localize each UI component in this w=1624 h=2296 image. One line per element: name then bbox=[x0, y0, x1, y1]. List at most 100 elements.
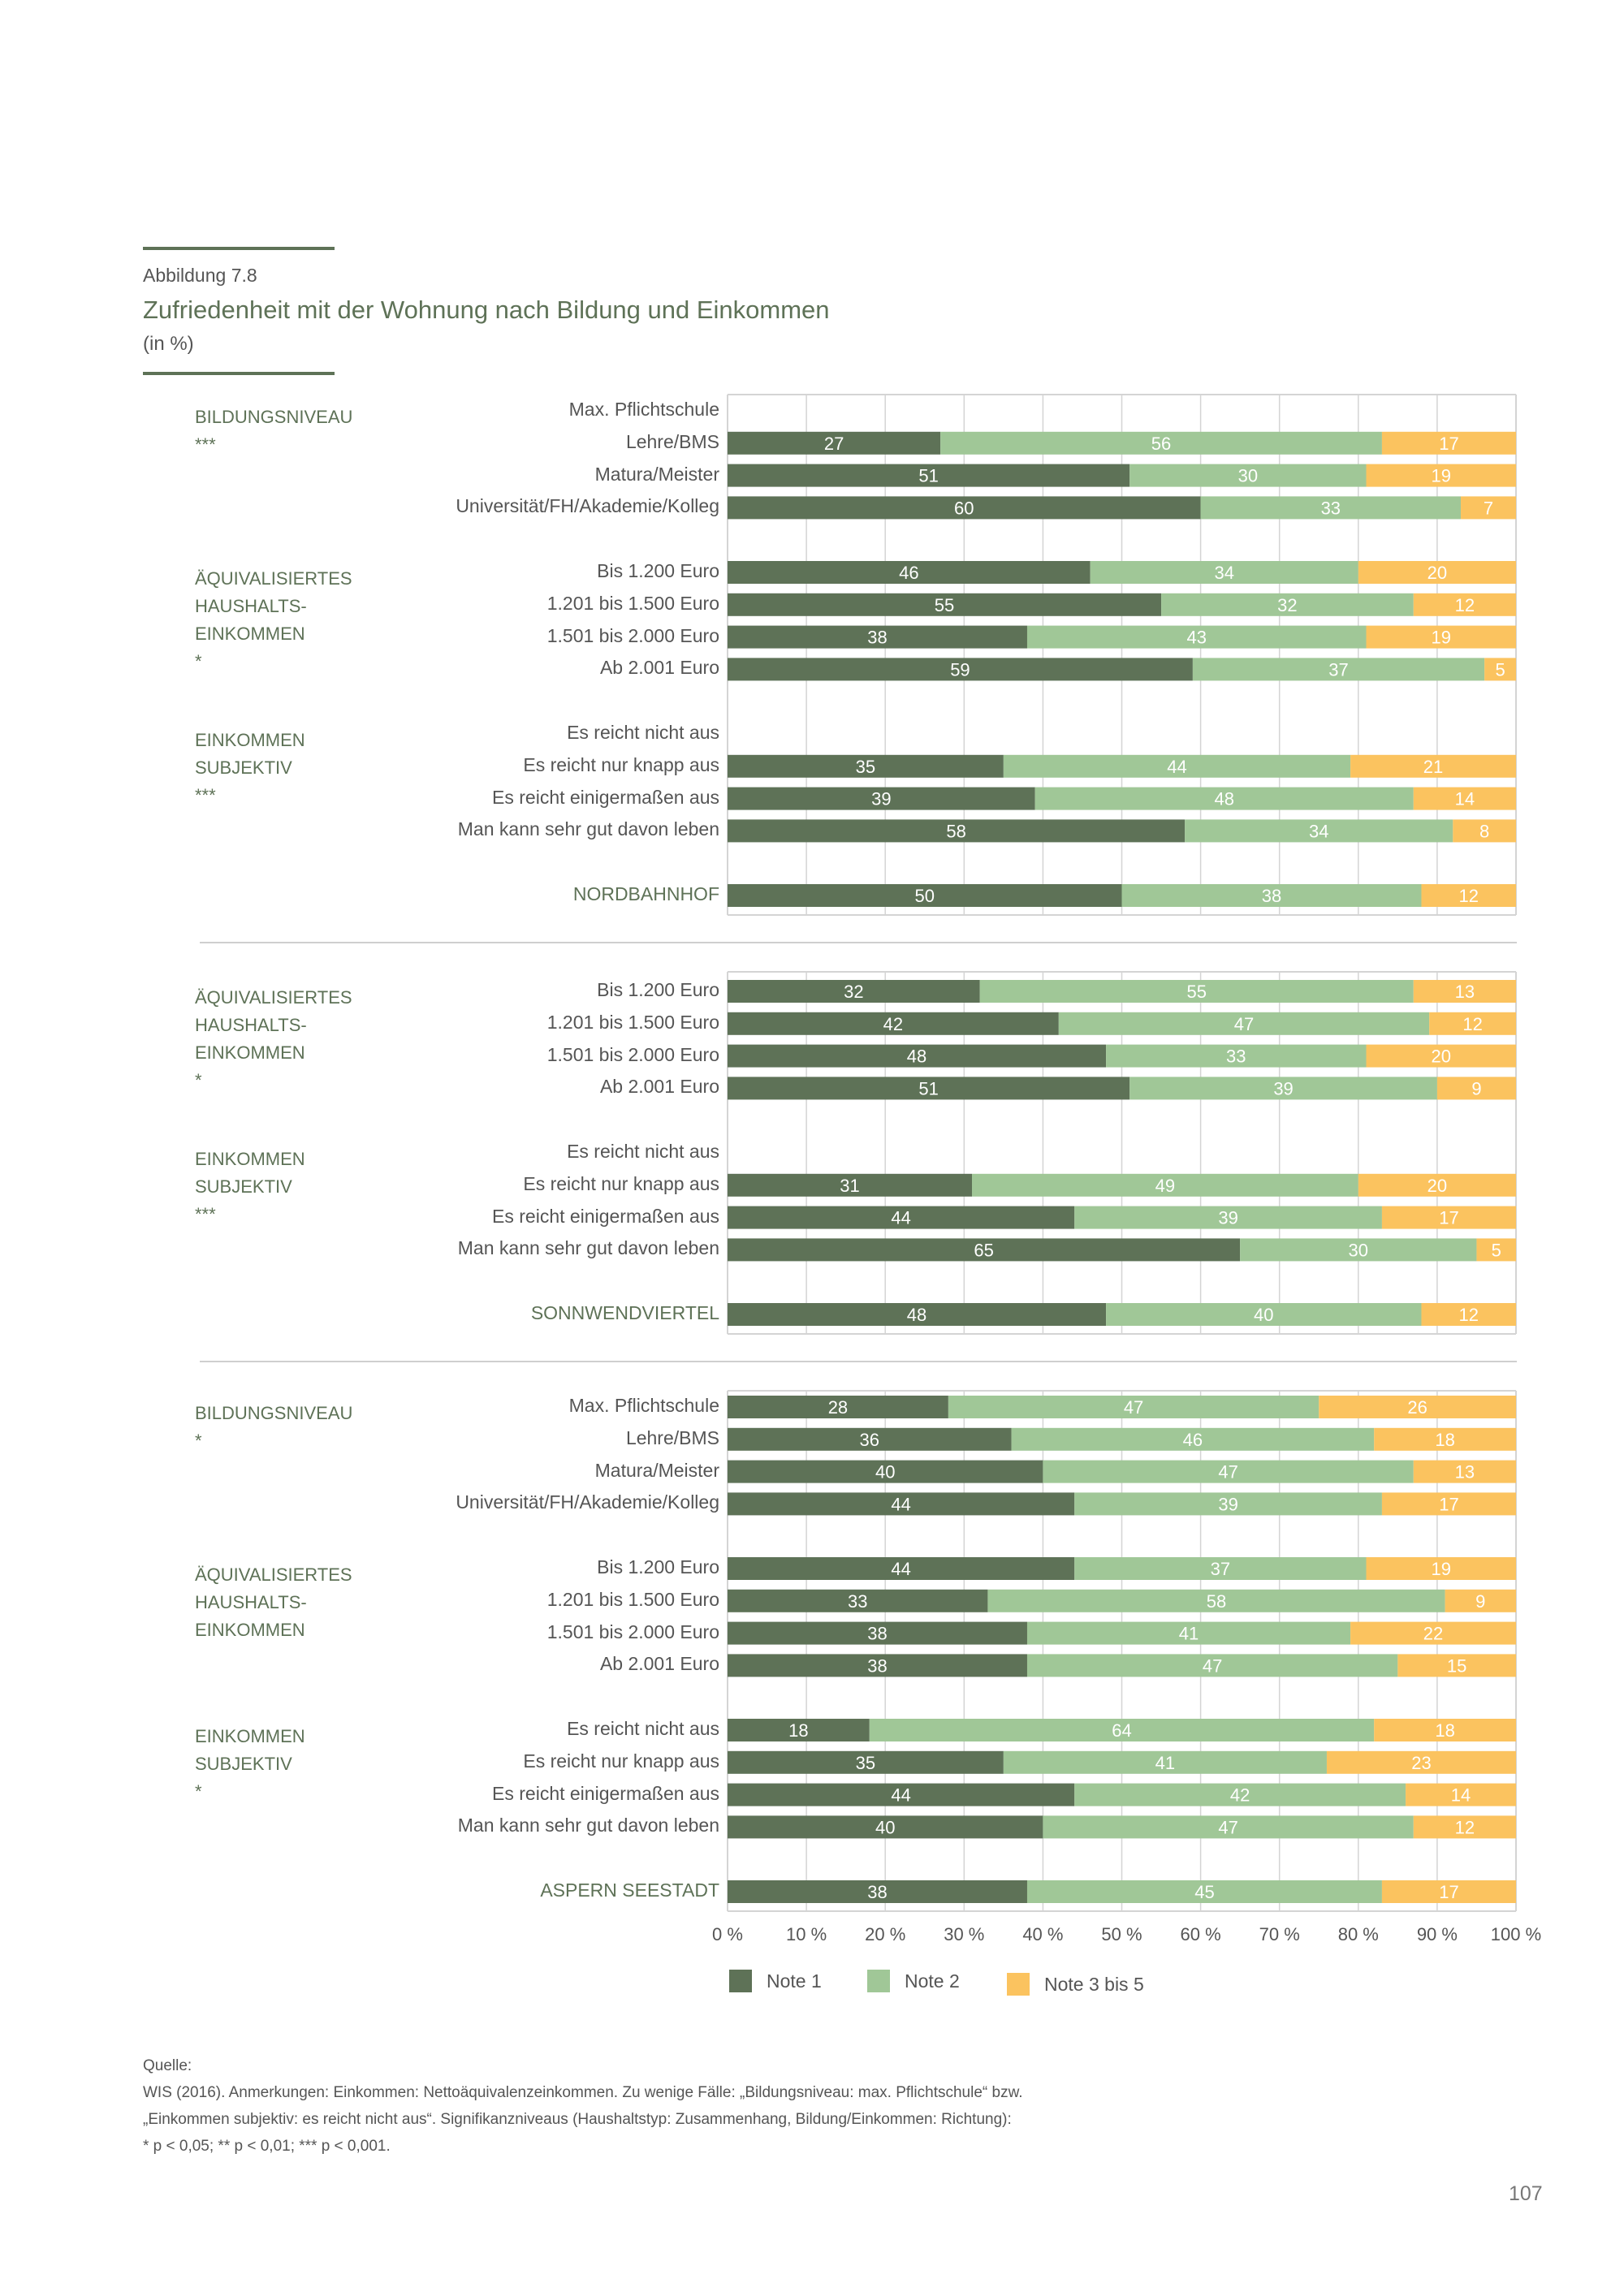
data-label: 38 bbox=[867, 1882, 887, 1902]
category-label: Ab 2.001 Euro bbox=[599, 1076, 719, 1098]
bar-segment-note2 bbox=[1003, 754, 1351, 778]
bar-segment-note3-5 bbox=[1366, 464, 1516, 487]
data-label: 12 bbox=[1455, 595, 1475, 615]
category-label: Bis 1.200 Euro bbox=[597, 979, 719, 1000]
data-label: 17 bbox=[1439, 1208, 1458, 1228]
bar-segment-note1 bbox=[728, 431, 941, 455]
data-label: 12 bbox=[1458, 886, 1478, 906]
category-label: 1.201 bis 1.500 Euro bbox=[546, 592, 719, 614]
data-label: 44 bbox=[891, 1208, 910, 1228]
source-heading: Quelle: bbox=[143, 2057, 192, 2074]
bar-segment-note3-5 bbox=[1319, 1396, 1516, 1418]
bar-segment-note3-5 bbox=[1381, 431, 1516, 455]
bar-segment-note2 bbox=[1074, 1783, 1406, 1806]
bar-segment-note2 bbox=[1026, 1880, 1382, 1903]
data-label: 38 bbox=[867, 1655, 887, 1676]
data-label: 13 bbox=[1455, 982, 1475, 1002]
x-tick-label: 80 % bbox=[1337, 1924, 1379, 1944]
data-label: 50 bbox=[915, 886, 935, 906]
category-label: 1.201 bis 1.500 Euro bbox=[546, 1588, 719, 1610]
x-tick-label: 60 % bbox=[1180, 1924, 1221, 1944]
bar-segment-note3-5 bbox=[1374, 1719, 1516, 1741]
group-label: ÄQUIVALISIERTES HAUSHALTS- EINKOMMEN * bbox=[195, 987, 352, 1090]
data-label: 9 bbox=[1471, 1078, 1481, 1098]
data-label: 48 bbox=[1214, 789, 1233, 809]
x-tick-label: 100 % bbox=[1490, 1924, 1542, 1944]
data-label: 60 bbox=[954, 498, 974, 518]
bar-segment-note3-5 bbox=[1366, 625, 1516, 649]
data-label: 59 bbox=[950, 659, 970, 680]
data-label: 65 bbox=[974, 1240, 993, 1260]
bar-segment-note1 bbox=[728, 1396, 948, 1418]
data-label: 19 bbox=[1432, 628, 1451, 648]
page-number: 107 bbox=[1509, 2182, 1543, 2205]
data-label: 55 bbox=[1187, 982, 1207, 1002]
bar-segment-note2 bbox=[948, 1396, 1320, 1418]
bar-segment-note2 bbox=[1192, 658, 1485, 681]
bar-segment-note3-5 bbox=[1413, 1815, 1516, 1839]
data-label: 39 bbox=[871, 789, 891, 809]
category-label: Es reicht einigermaßen aus bbox=[492, 1205, 719, 1227]
data-label: 39 bbox=[1218, 1208, 1237, 1228]
bar-segment-note3-5 bbox=[1381, 1492, 1516, 1516]
data-label: 19 bbox=[1432, 1559, 1451, 1579]
figure-unit: (in %) bbox=[143, 333, 194, 355]
category-label: Bis 1.200 Euro bbox=[597, 560, 719, 581]
category-label: Max. Pflichtschule bbox=[568, 399, 719, 420]
data-label: 21 bbox=[1423, 757, 1443, 777]
bar-segment-note2 bbox=[1043, 1815, 1414, 1839]
bar-segment-note1 bbox=[728, 1427, 1012, 1451]
data-label: 46 bbox=[899, 563, 918, 583]
category-label: Es reicht nur knapp aus bbox=[523, 753, 719, 775]
category-label: 1.501 bis 2.000 Euro bbox=[546, 1621, 719, 1642]
data-label: 56 bbox=[1151, 434, 1171, 454]
source-line: WIS (2016). Anmerkungen: Einkommen: Nett… bbox=[143, 2084, 1023, 2101]
bar-segment-note1 bbox=[728, 1719, 870, 1741]
bar-segment-note2 bbox=[1026, 625, 1367, 649]
data-label: 14 bbox=[1455, 789, 1475, 809]
data-label: 19 bbox=[1432, 466, 1451, 486]
category-label: Ab 2.001 Euro bbox=[599, 657, 719, 679]
legend-label: Note 2 bbox=[905, 1970, 960, 1992]
category-label: Bis 1.200 Euro bbox=[597, 1556, 719, 1577]
bar-segment-note1 bbox=[728, 561, 1091, 584]
bar-segment-note3-5 bbox=[1350, 754, 1516, 778]
bar-segment-note2 bbox=[1129, 464, 1367, 487]
data-label: 32 bbox=[1277, 595, 1297, 615]
total-label: NORDBAHNHOF bbox=[572, 883, 719, 904]
x-tick-label: 10 % bbox=[786, 1924, 827, 1944]
legend-note1: Note 1 bbox=[729, 1970, 822, 1992]
data-label: 35 bbox=[856, 1753, 875, 1773]
group-label: BILDUNGSNIVEAU * bbox=[195, 1403, 353, 1451]
bar-segment-note2 bbox=[1200, 496, 1462, 520]
bar-segment-note3-5 bbox=[1350, 1621, 1516, 1645]
data-label: 40 bbox=[875, 1462, 895, 1482]
category-label: 1.201 bis 1.500 Euro bbox=[546, 1011, 719, 1033]
bar-segment-note1 bbox=[728, 787, 1035, 810]
data-label: 20 bbox=[1427, 1176, 1447, 1196]
data-label: 18 bbox=[788, 1720, 808, 1741]
bar-segment-note1 bbox=[728, 1303, 1107, 1326]
x-tick-label: 0 % bbox=[712, 1924, 743, 1944]
data-label: 34 bbox=[1309, 821, 1328, 841]
data-label: 5 bbox=[1495, 659, 1505, 680]
x-tick-label: 30 % bbox=[944, 1924, 985, 1944]
bar-segment-note1 bbox=[728, 496, 1201, 520]
data-label: 17 bbox=[1439, 1882, 1458, 1902]
data-label: 38 bbox=[1262, 886, 1281, 906]
category-label: Ab 2.001 Euro bbox=[599, 1653, 719, 1675]
figure-title: Zufriedenheit mit der Wohnung nach Bildu… bbox=[143, 296, 830, 324]
bar-segment-note1 bbox=[728, 1044, 1107, 1068]
data-label: 17 bbox=[1439, 1494, 1458, 1514]
bar-segment-note3-5 bbox=[1429, 1012, 1516, 1035]
data-label: 14 bbox=[1451, 1785, 1471, 1806]
bar-segment-note2 bbox=[1129, 1077, 1437, 1100]
data-label: 12 bbox=[1455, 1817, 1475, 1837]
data-label: 33 bbox=[1226, 1047, 1246, 1067]
x-tick-label: 50 % bbox=[1101, 1924, 1142, 1944]
data-label: 41 bbox=[1155, 1753, 1175, 1773]
source-line: „Einkommen subjektiv: es reicht nicht au… bbox=[143, 2111, 1012, 2128]
data-label: 40 bbox=[1254, 1305, 1273, 1325]
data-label: 64 bbox=[1112, 1720, 1131, 1741]
